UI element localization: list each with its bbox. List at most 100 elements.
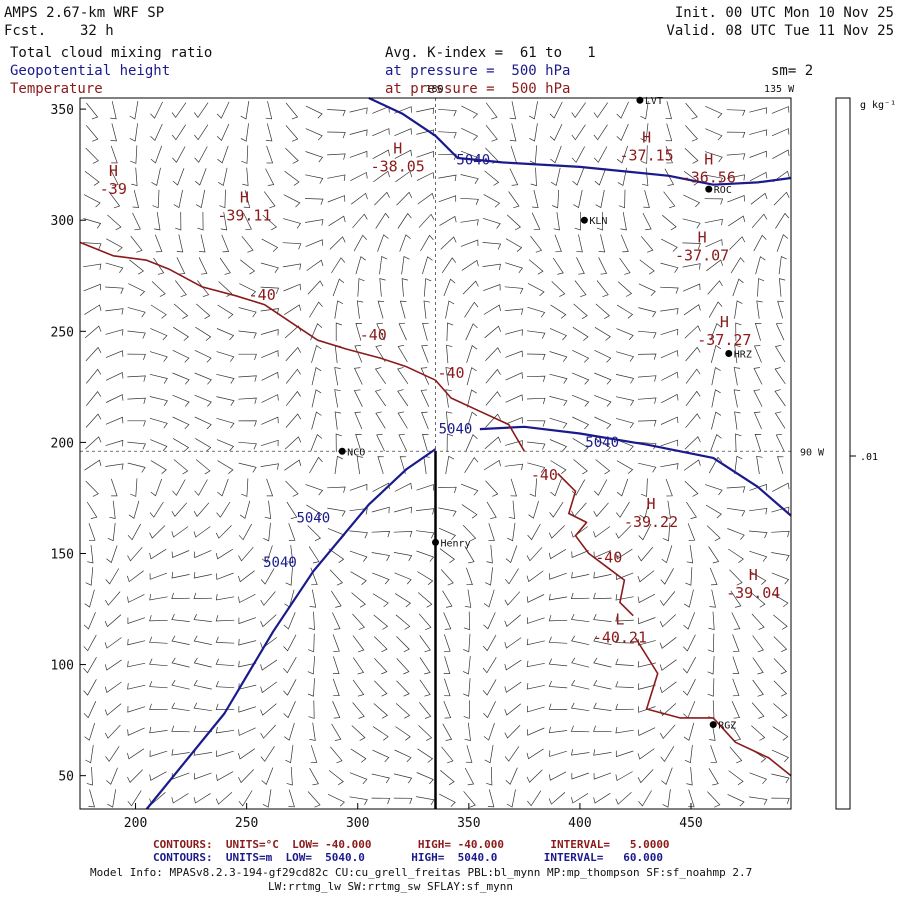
wind-barb bbox=[710, 745, 718, 763]
wind-barb bbox=[616, 478, 629, 497]
wind-barb bbox=[171, 571, 190, 579]
wind-barb bbox=[710, 434, 722, 452]
wind-barb bbox=[216, 417, 235, 429]
wind-barb bbox=[260, 724, 276, 739]
wind-barb bbox=[506, 789, 516, 808]
wind-barb bbox=[773, 703, 788, 719]
wind-barb bbox=[194, 146, 208, 163]
x-tick-label: 300 bbox=[346, 816, 369, 831]
temperature-contour-line bbox=[79, 241, 436, 381]
wind-barb bbox=[660, 308, 679, 315]
wind-barb bbox=[265, 101, 273, 120]
wind-barb bbox=[421, 345, 429, 363]
wind-barb bbox=[616, 418, 635, 429]
wind-barb bbox=[726, 131, 746, 139]
wind-barb bbox=[595, 459, 611, 475]
wind-barb bbox=[194, 349, 212, 363]
wind-barb bbox=[127, 769, 143, 783]
wind-barb bbox=[640, 236, 654, 253]
wind-barb bbox=[82, 242, 102, 250]
wind-barb bbox=[637, 441, 657, 450]
wind-barb bbox=[193, 679, 212, 690]
wind-barb bbox=[239, 500, 251, 519]
wind-barb bbox=[659, 637, 677, 649]
height-label: 5040 bbox=[263, 555, 297, 571]
wind-barb bbox=[529, 478, 538, 497]
wind-barb bbox=[548, 703, 568, 710]
wind-barb bbox=[243, 190, 251, 208]
wind-barb bbox=[504, 703, 522, 716]
wind-barb bbox=[572, 349, 590, 363]
wind-barb bbox=[465, 323, 478, 341]
wind-barb bbox=[241, 145, 249, 164]
wind-barb bbox=[573, 303, 588, 320]
wind-barb bbox=[173, 303, 189, 320]
wind-barb bbox=[615, 727, 634, 734]
y-tick-label: 300 bbox=[51, 214, 74, 229]
wind-barb bbox=[642, 167, 649, 187]
wind-barb bbox=[418, 725, 433, 741]
wind-barb bbox=[238, 769, 254, 784]
wind-barb bbox=[260, 681, 278, 694]
wind-barb bbox=[466, 411, 478, 430]
extremum-value: -39 bbox=[100, 180, 127, 198]
wind-barb bbox=[153, 257, 165, 275]
wind-barb bbox=[682, 242, 701, 250]
wind-barb bbox=[661, 238, 678, 252]
wind-barb bbox=[355, 256, 367, 275]
wind-barb bbox=[308, 546, 320, 564]
wind-barb bbox=[466, 389, 477, 408]
temperature-contour-line bbox=[434, 379, 526, 452]
wind-barb bbox=[149, 396, 168, 406]
wind-barb bbox=[595, 189, 605, 209]
wind-barb bbox=[379, 255, 388, 275]
wind-barb bbox=[443, 700, 452, 719]
wind-barb bbox=[110, 101, 117, 120]
wind-barb bbox=[460, 239, 479, 247]
wind-barb bbox=[172, 479, 186, 496]
wind-barb bbox=[197, 211, 204, 231]
wind-barb bbox=[127, 420, 146, 427]
wind-barb bbox=[749, 483, 767, 491]
wind-barb bbox=[394, 572, 412, 585]
wind-barb bbox=[216, 572, 234, 580]
wind-barb bbox=[394, 749, 412, 763]
temperature-label: -40 bbox=[249, 286, 276, 304]
wind-barb bbox=[261, 767, 274, 785]
wind-barb bbox=[438, 527, 456, 541]
wind-barb bbox=[571, 502, 587, 517]
wind-barb bbox=[171, 614, 190, 622]
wind-barb bbox=[704, 218, 723, 226]
wind-barb bbox=[357, 278, 365, 297]
wind-barb bbox=[108, 191, 121, 209]
wind-barb bbox=[466, 367, 477, 386]
wind-barb bbox=[398, 433, 408, 452]
wind-barb bbox=[441, 257, 457, 274]
meridian-label-180: 180 bbox=[426, 84, 444, 95]
wind-barb bbox=[572, 416, 590, 430]
wind-barb bbox=[238, 441, 257, 450]
y-tick-label: 350 bbox=[51, 103, 74, 118]
wind-barb bbox=[642, 212, 652, 231]
wind-barb bbox=[172, 168, 185, 186]
wind-barb bbox=[129, 259, 145, 275]
wind-barb bbox=[682, 263, 701, 270]
wind-barb bbox=[352, 613, 365, 630]
wind-barb bbox=[105, 329, 124, 336]
wind-barb bbox=[286, 766, 293, 786]
wind-barb bbox=[504, 724, 521, 739]
wind-barb bbox=[637, 570, 655, 583]
wind-barb bbox=[306, 259, 324, 271]
temperature-contours: -40 -40 -40 -40 -40 bbox=[79, 241, 792, 777]
wind-barb bbox=[638, 617, 656, 625]
wind-barb bbox=[684, 436, 701, 450]
wind-barb bbox=[420, 389, 430, 407]
wind-barb bbox=[128, 283, 146, 297]
wind-barb bbox=[195, 438, 212, 452]
wind-barb bbox=[483, 304, 501, 315]
wind-barb bbox=[127, 546, 143, 562]
wind-barb bbox=[104, 724, 121, 739]
wind-barb bbox=[372, 572, 390, 585]
wind-barb bbox=[372, 726, 389, 741]
wind-barb bbox=[548, 636, 568, 644]
